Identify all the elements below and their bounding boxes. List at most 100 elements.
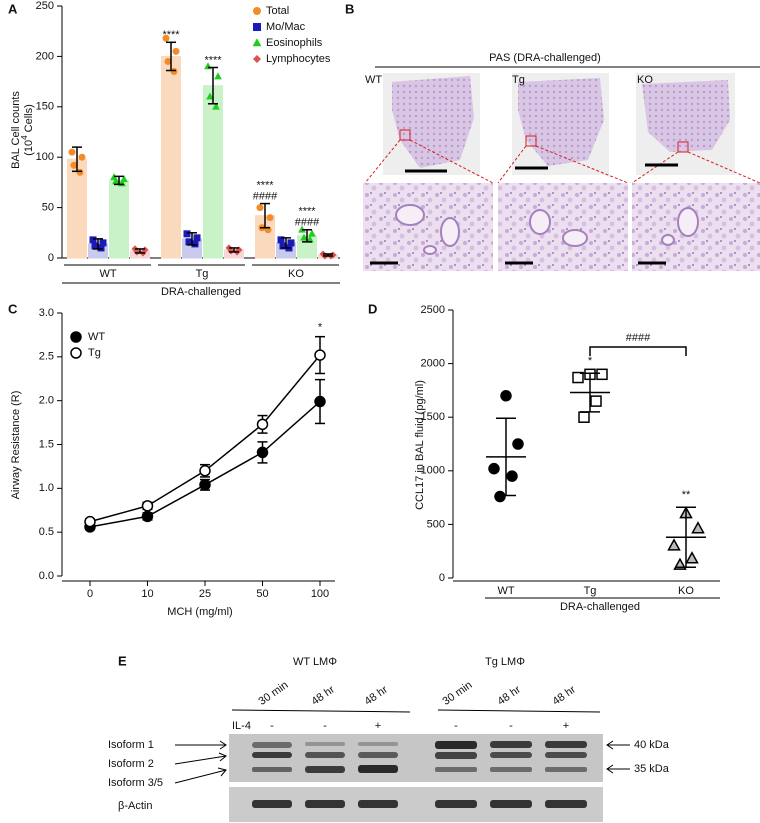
error-bar <box>323 253 333 257</box>
arrows <box>174 740 630 784</box>
point-marker <box>70 331 82 343</box>
y-label-part: (10 <box>23 140 35 156</box>
treatment-sign: - <box>454 720 458 732</box>
lane-label: 30 min <box>257 679 291 708</box>
point-marker <box>162 34 170 42</box>
point-marker <box>185 238 193 246</box>
point-marker <box>494 490 506 503</box>
y-tick-label: 0 <box>439 572 445 584</box>
scale-bars <box>370 163 678 265</box>
y-tick-label: 500 <box>427 518 445 530</box>
point-marker <box>596 368 608 381</box>
y-tick-label: 2500 <box>421 304 445 316</box>
significance: #### <box>295 217 320 229</box>
point-marker <box>506 470 518 482</box>
point-marker <box>70 347 82 359</box>
y-tick-label: 2.0 <box>39 395 54 407</box>
airways <box>395 204 699 255</box>
error-bar <box>260 202 270 229</box>
y-tick-label: 0.5 <box>39 526 54 538</box>
image-label: WT <box>365 74 382 86</box>
isoform-label: Isoform 3/5 <box>108 777 163 789</box>
point-marker <box>99 239 107 247</box>
lane-label: 48 hr <box>363 683 391 707</box>
point-marker <box>206 92 214 100</box>
y-tick-label: 1000 <box>421 465 445 477</box>
point-marker <box>300 233 308 241</box>
group-underline <box>231 709 411 713</box>
significance: **** <box>256 179 274 191</box>
treatment-sign: - <box>509 720 513 732</box>
x-tick-label: Tg <box>584 585 597 597</box>
point-marker <box>84 515 96 528</box>
point-marker <box>314 395 326 408</box>
point-marker <box>287 239 295 247</box>
panel-letter: E <box>118 653 127 668</box>
point-marker <box>89 236 97 244</box>
blot-membrane <box>229 734 603 782</box>
treatment-label: IL-4 <box>232 720 251 732</box>
y-label-part: Cells) <box>23 104 35 135</box>
legend-label: Lymphocytes <box>266 53 331 65</box>
significance: **** <box>298 206 316 218</box>
zoom-lines <box>364 139 760 184</box>
x-tick-label: WT <box>99 268 116 280</box>
point-marker <box>164 57 172 65</box>
point-marker <box>578 411 590 423</box>
error-bar <box>229 247 239 253</box>
error-bar <box>166 41 176 72</box>
histology-images <box>363 73 760 271</box>
y-tick-label: 200 <box>36 50 54 62</box>
error-bar <box>135 248 145 254</box>
size-marker: 35 kDa <box>634 763 670 775</box>
point-marker <box>306 235 314 243</box>
point-marker <box>488 462 500 475</box>
error-bar <box>93 238 103 250</box>
y-tick-label: 1500 <box>421 411 445 423</box>
point-marker <box>256 204 264 212</box>
group-label: DRA-challenged <box>161 286 241 298</box>
isoform-label: Isoform 2 <box>108 758 154 770</box>
point-marker <box>667 538 681 551</box>
treatment-sign: + <box>375 720 381 732</box>
x-tick-label: 0 <box>87 588 93 600</box>
y-axis-label: BAL Cell counts(104 Cells) <box>10 91 35 169</box>
legend-label: Eosinophils <box>266 37 323 49</box>
treatment-sign: - <box>323 720 327 732</box>
point-marker <box>256 446 269 459</box>
zoom-box <box>677 141 689 153</box>
western-blot <box>174 709 630 822</box>
significance: **** <box>204 54 222 66</box>
point-marker <box>199 465 211 477</box>
error-bar <box>281 237 291 249</box>
panel-title: PAS (DRA-challenged) <box>489 52 601 64</box>
point-marker <box>266 214 274 222</box>
panel-letter: D <box>368 301 377 316</box>
point-marker <box>191 240 199 248</box>
error-bar <box>114 175 124 186</box>
point-marker <box>572 371 584 384</box>
point-marker <box>70 161 78 169</box>
bar <box>203 85 223 259</box>
lane-label: 30 min <box>441 679 475 708</box>
point-marker <box>91 242 99 250</box>
point-marker <box>97 244 105 252</box>
error-bar <box>187 232 197 246</box>
point-marker <box>279 242 287 250</box>
bracket <box>589 346 687 356</box>
point-marker <box>277 236 285 244</box>
point-marker <box>253 55 261 63</box>
significance: #### <box>253 190 278 202</box>
y-tick-label: 2000 <box>421 358 445 370</box>
bar <box>109 179 129 259</box>
treatment-sign: + <box>563 720 569 732</box>
panel-letter: A <box>8 1 18 16</box>
point-marker <box>141 500 154 512</box>
error-bar <box>496 417 516 497</box>
error-bar <box>72 146 82 173</box>
point-marker <box>199 479 211 491</box>
zoom-image <box>498 183 628 271</box>
bar <box>161 55 181 259</box>
lung-section <box>642 80 730 152</box>
